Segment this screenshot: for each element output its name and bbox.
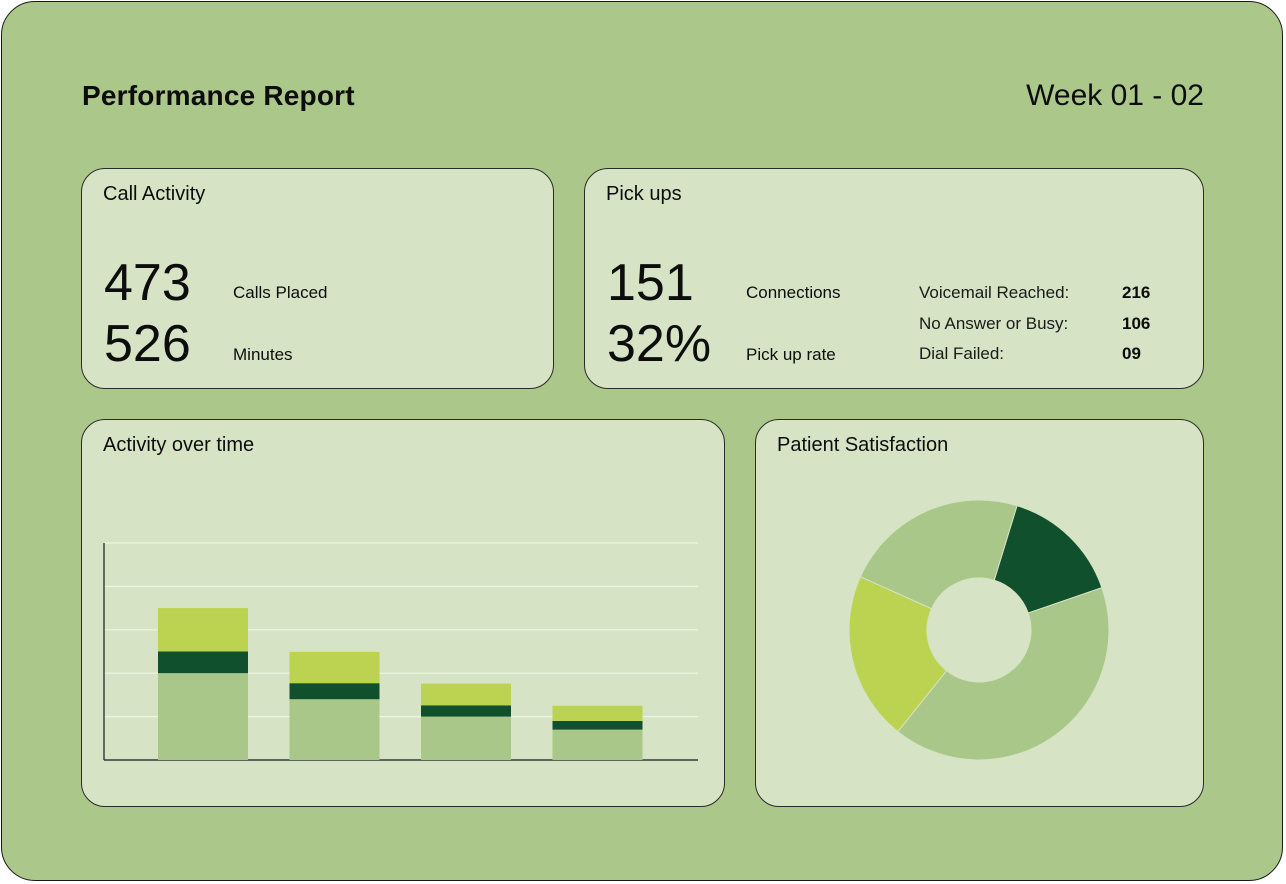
connections-label: Connections — [746, 283, 841, 302]
voicemail-label: Voicemail Reached: — [919, 283, 1070, 302]
satisfaction-title: Patient Satisfaction — [777, 434, 949, 456]
activity-card: Activity over time — [81, 419, 725, 807]
pickups-title: Pick ups — [606, 183, 682, 205]
minutes-label: Minutes — [233, 345, 293, 364]
satisfaction-card: Patient Satisfaction — [755, 419, 1204, 807]
bar-segment — [421, 705, 511, 717]
call-activity-title: Call Activity — [103, 183, 206, 205]
dial-failed-label: Dial Failed: — [919, 344, 1005, 363]
bar-segment — [289, 683, 380, 700]
bar-segment — [552, 729, 643, 760]
bar-segment — [289, 699, 380, 760]
activity-title: Activity over time — [103, 434, 255, 456]
bar-segment — [421, 716, 511, 760]
call-activity-card: Call Activity 473 Calls Placed 526 Minut… — [81, 168, 554, 389]
page-title: Performance Report — [82, 80, 355, 111]
activity-bar-chart — [103, 542, 698, 761]
voicemail-value: 216 — [1122, 283, 1151, 302]
donut-slice — [859, 499, 1018, 610]
bar-segment — [158, 673, 248, 760]
pickup-rate-value: 32% — [607, 315, 712, 373]
minutes-value: 526 — [104, 315, 191, 373]
bar-segment — [552, 705, 643, 721]
donut-slice — [897, 587, 1110, 761]
pickups-card: Pick ups 151 Connections 32% Pick up rat… — [584, 168, 1204, 389]
donut-slice — [848, 576, 948, 733]
bar-segment — [158, 651, 248, 674]
calls-placed-value: 473 — [104, 254, 191, 312]
bar-segment — [158, 608, 248, 652]
dial-failed-value: 09 — [1122, 344, 1141, 363]
bar-segment — [552, 720, 643, 730]
pickup-rate-label: Pick up rate — [746, 345, 836, 364]
satisfaction-donut-chart — [848, 499, 1110, 761]
bar-segment — [289, 651, 380, 684]
no-answer-value: 106 — [1122, 314, 1151, 333]
bar-segment — [421, 683, 511, 706]
week-range: Week 01 - 02 — [1026, 79, 1204, 112]
connections-value: 151 — [607, 254, 694, 312]
calls-placed-label: Calls Placed — [233, 283, 328, 302]
no-answer-label: No Answer or Busy: — [919, 314, 1069, 333]
